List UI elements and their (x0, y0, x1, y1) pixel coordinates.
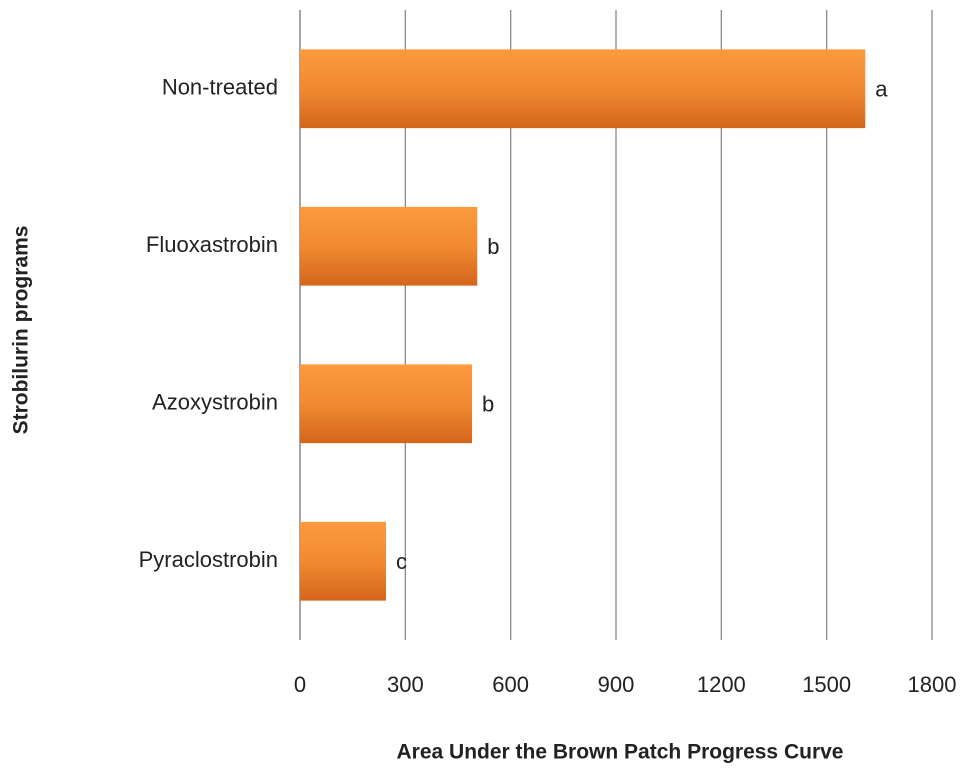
annotation: a (875, 77, 888, 102)
x-tick-label: 300 (387, 672, 424, 697)
y-tick-label: Fluoxastrobin (146, 232, 278, 257)
x-tick-label: 900 (598, 672, 635, 697)
y-tick-label: Non-treated (162, 75, 278, 100)
annotation: b (487, 234, 499, 259)
x-tick-label: 1800 (908, 672, 957, 697)
bar (300, 521, 387, 601)
x-tick-label: 1500 (802, 672, 851, 697)
annotation: c (396, 549, 407, 574)
x-tick-label: 1200 (697, 672, 746, 697)
y-axis-title: Strobilurin programs (10, 226, 33, 435)
y-tick-label: Azoxystrobin (152, 390, 278, 415)
bar (300, 49, 866, 129)
x-tick-label: 600 (492, 672, 529, 697)
x-axis-title: Area Under the Brown Patch Progress Curv… (397, 741, 844, 764)
bar (300, 364, 473, 444)
x-tick-label: 0 (294, 672, 306, 697)
y-tick-label: Pyraclostrobin (139, 547, 278, 572)
bar (300, 206, 478, 286)
annotation: b (482, 392, 494, 417)
